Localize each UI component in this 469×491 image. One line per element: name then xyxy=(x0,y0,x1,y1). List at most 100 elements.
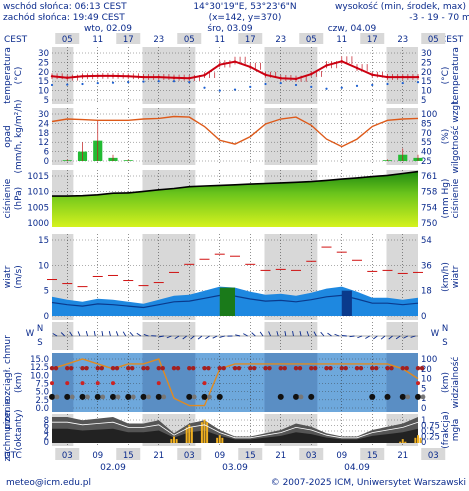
cloud-low-dot xyxy=(130,394,136,400)
dewpoint-point xyxy=(249,85,252,88)
left-unit-cover: (oktanty) xyxy=(14,409,24,450)
y-tick-right: 100 xyxy=(421,110,437,120)
y-tick-right: 761 xyxy=(421,172,437,182)
bottom-hour-label: 09 xyxy=(336,451,347,461)
wind-arrow xyxy=(243,333,248,337)
cloud-top-dot xyxy=(171,365,177,371)
y-tick-left: 15 xyxy=(38,236,49,246)
cloud-top-dot xyxy=(114,365,120,371)
y-tick-right: 30 xyxy=(421,49,432,59)
right-unit-precip: (%) xyxy=(441,129,451,145)
top-hour-label: 11 xyxy=(92,35,103,45)
dewpoint-point xyxy=(264,82,267,86)
cloud-low-dot xyxy=(125,393,132,400)
wind-arrow xyxy=(101,330,104,337)
y-tick-left: 0 xyxy=(44,312,49,322)
bottom-axis: 03 09 15 21 03 09 15 21 03 09 15 21 03 02.09 03.09 04.0… xyxy=(55,448,446,473)
top-hour-label: 05 xyxy=(184,35,195,45)
cloud-top-dot xyxy=(99,365,104,371)
side-labels: temperatura (°C) temperatura(°C)opad (mm/h,… xyxy=(2,47,461,461)
left-unit-clouds: (km) xyxy=(14,372,24,393)
temperature-point xyxy=(294,77,298,81)
fog-bar xyxy=(175,439,178,443)
bottom-hour-bg xyxy=(116,448,141,460)
wind-arrow xyxy=(77,331,81,337)
cloud-top-dot xyxy=(419,365,425,371)
temperature-point xyxy=(96,74,99,78)
y-tick-left: 0 xyxy=(44,438,49,448)
cloud-low-dot xyxy=(298,394,304,400)
bottom-hour-label: 15 xyxy=(367,451,378,461)
wind-arrow xyxy=(306,331,310,337)
y-tick-left: 5 xyxy=(44,96,49,106)
winddir-s-right: S xyxy=(442,338,447,348)
wind-arrow xyxy=(313,331,317,337)
cloud-top-dot xyxy=(370,365,375,371)
temperature-point xyxy=(279,76,282,80)
bottom-date-label: 02.09 xyxy=(100,463,126,473)
cloud-top-dot xyxy=(175,365,181,371)
wind-arrow xyxy=(251,332,256,337)
dewpoint-point xyxy=(233,88,237,91)
y-tick-right: 55 xyxy=(421,138,432,148)
y-tick-left: 4 xyxy=(44,427,49,437)
cloud-top-dot xyxy=(374,365,379,371)
winddir-n-right: N xyxy=(442,324,448,334)
cloud-low-dot xyxy=(79,393,86,400)
right-unit-temperature: (°C) xyxy=(441,67,451,85)
right-unit-cover: (frakcja) xyxy=(441,411,451,449)
wind-arrow xyxy=(284,331,287,337)
cloud-mid-dot xyxy=(65,381,70,386)
wind-arrow xyxy=(212,335,218,339)
y-tick-right: 0.25 xyxy=(421,433,440,443)
bottom-hour-label: 03 xyxy=(428,451,439,461)
bottom-hour-label: 03 xyxy=(62,451,73,461)
footer-email[interactable]: meteo@icm.edu.pl xyxy=(6,478,91,488)
dewpoint-point xyxy=(172,80,176,83)
temperature-point xyxy=(157,75,160,79)
left-unit-temperature: (°C) xyxy=(14,67,24,85)
temperature-point xyxy=(111,74,115,78)
y-tick-left: 5 xyxy=(44,287,49,297)
wind-arrow xyxy=(122,331,127,337)
fog-bar xyxy=(203,419,206,443)
bottom-hour-label: 09 xyxy=(214,451,225,461)
left-label-wind: wiatr xyxy=(3,265,13,288)
left-unit-pressure: (hPa) xyxy=(14,187,24,210)
wind-arrow xyxy=(292,330,294,337)
y-tick-left: 8 xyxy=(44,416,49,426)
top-hour-label: 17 xyxy=(367,35,378,45)
y-tick-right: 10 xyxy=(421,375,432,385)
y-tick-left: 18 xyxy=(38,129,49,139)
right-unit-pressure: (mm Hg) xyxy=(441,179,451,219)
cloud-low-dot xyxy=(49,393,55,400)
left-label-precip: opad xyxy=(3,125,13,147)
cloud-top-dot xyxy=(248,365,253,371)
cloud-low-dot xyxy=(384,393,391,400)
cloud-top-dot xyxy=(343,365,348,371)
left-label-pressure: ciśnienie xyxy=(2,178,13,218)
fog-bar xyxy=(190,427,193,443)
wind-arrow xyxy=(403,335,409,339)
wind-arrow xyxy=(174,335,180,339)
dewpoint-point xyxy=(294,83,298,87)
left-unit-wind: (m/s) xyxy=(14,265,24,289)
cloud-low-dot xyxy=(308,393,315,400)
y-tick-right: 54 xyxy=(421,236,432,246)
y-tick-left: 12.5 xyxy=(30,363,49,373)
y-tick-left: 6 xyxy=(44,422,49,432)
y-tick-left: 2 xyxy=(44,433,49,443)
dewpoint-point xyxy=(371,83,374,87)
wind-arrow xyxy=(85,331,89,337)
wind-arrow xyxy=(299,331,302,337)
fog-bar xyxy=(185,427,188,443)
wind-arrow xyxy=(349,335,355,338)
y-tick-right: 100 xyxy=(421,355,437,365)
cloud-low-dot xyxy=(146,394,151,400)
y-tick-left: 15 xyxy=(38,77,49,87)
cloud-mid-dot xyxy=(80,381,85,386)
dewpoint-point xyxy=(50,83,54,87)
temperature-point xyxy=(188,76,191,80)
right-label-wind: wiatr xyxy=(451,265,461,288)
